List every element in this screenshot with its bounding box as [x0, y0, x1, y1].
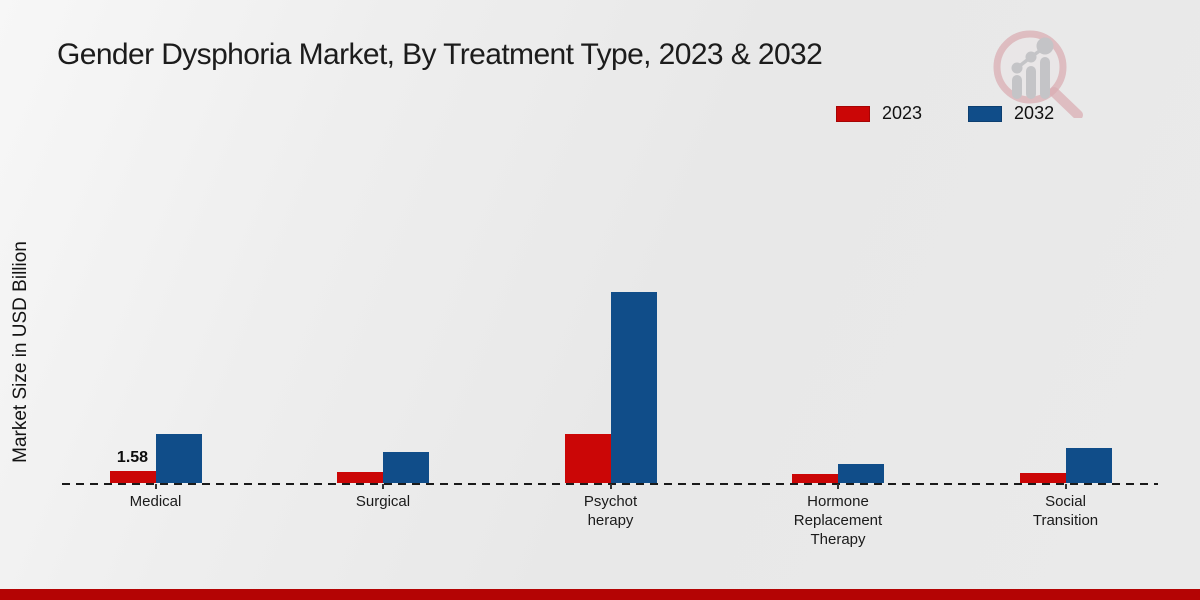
bar-2023-surgical	[337, 472, 383, 483]
legend-label-2032: 2032	[1014, 103, 1055, 123]
x-axis-tick-medical	[154, 484, 157, 489]
bar-2032-surgical	[383, 452, 429, 483]
x-axis-label-hormone-replacement-therapy: Hormone Replacement Therapy	[793, 493, 883, 549]
x-axis-label-psychotherapy: Psychot herapy	[583, 493, 638, 530]
x-axis-tick-social-transition	[1064, 484, 1067, 489]
bar-2023-hormone-replacement-therapy	[792, 474, 838, 483]
x-axis-label-surgical: Surgical	[355, 493, 411, 510]
bar-2032-hormone-replacement-therapy	[838, 464, 884, 483]
legend-label-2023: 2023	[882, 103, 923, 123]
legend-item-2032: 2032	[968, 103, 1054, 124]
bar-2023-social-transition	[1019, 473, 1066, 483]
legend: 2023 2032	[836, 103, 1054, 124]
chart-title: Gender Dysphoria Market, By Treatment Ty…	[57, 38, 823, 71]
x-axis-tick-hormone-replacement-therapy	[837, 484, 839, 489]
bar-2032-psychotherapy	[610, 292, 657, 483]
y-axis-label: Market Size in USD Billion	[10, 241, 31, 463]
bar-2023-medical	[109, 471, 156, 483]
legend-item-2023: 2023	[836, 103, 922, 124]
footer-red-band	[0, 589, 1200, 600]
bar-2023-psychotherapy	[564, 434, 611, 483]
data-label-2023-medical: 1.58	[116, 449, 149, 466]
bar-2032-medical	[155, 434, 202, 483]
magnifier-bar-chart-logo-icon	[993, 30, 1083, 118]
x-axis-label-medical: Medical	[129, 493, 182, 510]
legend-swatch-2023	[836, 105, 870, 122]
x-axis-tick-psychotherapy	[609, 484, 612, 489]
x-axis-tick-surgical	[382, 484, 384, 489]
x-axis-label-social-transition: Social Transition	[1032, 493, 1099, 530]
legend-swatch-2032	[968, 105, 1003, 122]
bar-2032-social-transition	[1065, 448, 1112, 483]
